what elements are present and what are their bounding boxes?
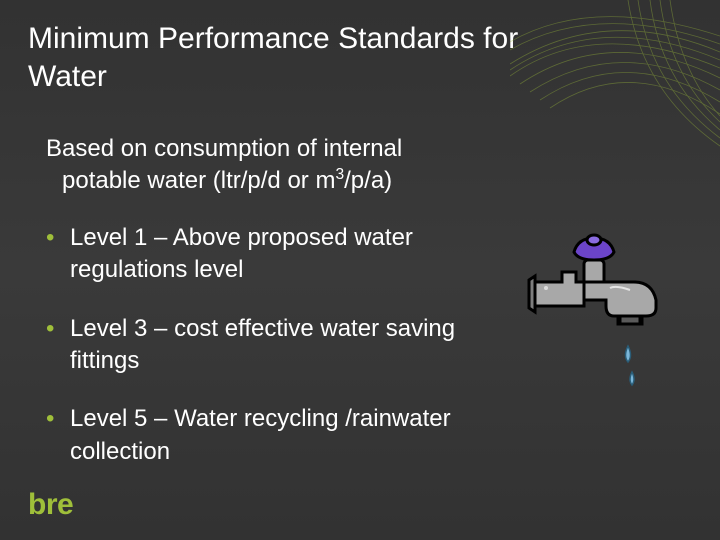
list-item: Level 5 – Water recycling /rainwater col… — [46, 403, 516, 468]
intro-line1: Based on consumption of internal — [46, 135, 402, 162]
list-item: Level 3 – cost effective water saving fi… — [46, 313, 516, 378]
level-label: Level 1 — [70, 224, 147, 251]
level-label: Level 3 — [70, 315, 147, 342]
slide: Minimum Performance Standards for Water … — [0, 0, 720, 540]
intro-line2: potable water (ltr/p/d or m3/p/a) — [62, 165, 506, 197]
list-item: Level 1 – Above proposed water regulatio… — [46, 222, 516, 287]
bre-logo: bre — [28, 488, 73, 522]
levels-list: Level 1 – Above proposed water regulatio… — [46, 222, 516, 468]
intro-text: Based on consumption of internal potable… — [46, 133, 506, 198]
level-label: Level 5 — [70, 405, 147, 432]
slide-title: Minimum Performance Standards for Water — [28, 20, 588, 95]
water-tap-icon — [514, 222, 684, 402]
